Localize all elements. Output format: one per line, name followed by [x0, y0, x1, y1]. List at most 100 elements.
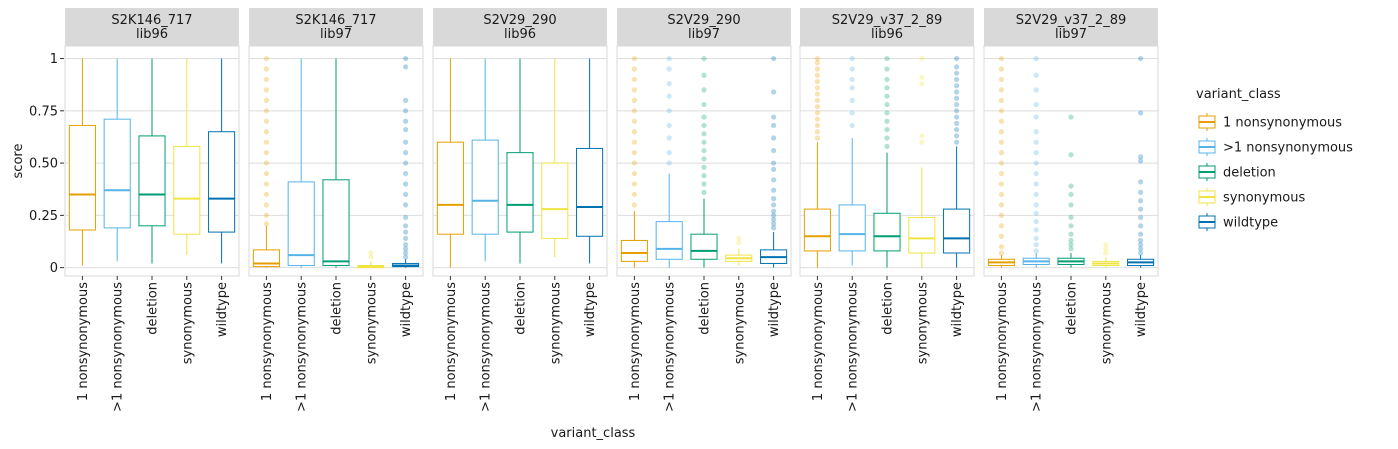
outlier-point	[1138, 154, 1144, 160]
outlier-point	[998, 139, 1005, 145]
outlier-point	[998, 118, 1005, 124]
outlier-point	[771, 135, 777, 141]
outlier-point	[1068, 114, 1074, 120]
x-tick-label: 1 nonsynonymous	[811, 282, 826, 401]
outlier-point	[1033, 150, 1039, 156]
outlier-point	[919, 81, 925, 87]
outlier-point	[884, 127, 890, 133]
outlier-point	[849, 76, 855, 83]
outlier-point	[1033, 227, 1039, 233]
box-synonymous	[541, 58, 569, 258]
outlier-point	[884, 110, 890, 116]
outlier-point	[1068, 214, 1074, 221]
outlier-point	[368, 254, 374, 260]
outlier-point	[403, 250, 409, 256]
outlier-point	[403, 118, 409, 124]
box-synonymous	[725, 235, 753, 266]
outlier-point	[998, 181, 1005, 187]
y-tick-label: 0.25	[29, 209, 58, 224]
outlier-point	[631, 129, 638, 135]
outlier-point	[771, 89, 777, 95]
outlier-point	[1033, 235, 1039, 241]
outlier-point	[403, 202, 409, 208]
box-wildtype	[392, 55, 420, 268]
x-tick-label: wildtype	[399, 282, 414, 337]
box-synonymous	[1092, 242, 1120, 268]
iqr-box	[908, 216, 936, 254]
iqr-box	[103, 118, 131, 229]
x-tick-label: wildtype	[950, 282, 965, 337]
x-tick-label: >1 nonsynonymous	[295, 282, 310, 412]
outlier-point	[814, 85, 821, 91]
outlier-point	[771, 187, 777, 193]
outlier-point	[814, 116, 821, 122]
iqr-box	[690, 233, 718, 260]
outlier-point	[403, 160, 409, 166]
outlier-point	[771, 208, 777, 214]
outlier-point	[771, 166, 777, 172]
outlier-point	[884, 66, 890, 72]
outlier-point	[1033, 202, 1039, 208]
outlier-point	[631, 150, 638, 156]
outlier-point	[919, 74, 925, 80]
box-gt1-nonsynonymous	[103, 58, 131, 262]
y-tick-label: 0	[50, 261, 58, 276]
outlier-point	[998, 97, 1005, 103]
outlier-point	[701, 181, 707, 187]
outlier-point	[666, 81, 672, 87]
outlier-point	[631, 139, 638, 145]
x-tick-label: >1 nonsynonymous	[1030, 282, 1045, 412]
outlier-point	[814, 122, 821, 129]
iqr-box	[655, 221, 683, 260]
outlier-point	[814, 55, 821, 62]
outlier-point	[954, 101, 960, 108]
outlier-point	[666, 93, 672, 99]
iqr-box	[541, 162, 569, 239]
outlier-point	[403, 127, 409, 133]
x-tick-label: deletion	[146, 282, 161, 335]
x-tick-label: >1 nonsynonymous	[846, 282, 861, 412]
outlier-point	[954, 83, 960, 89]
legend-label: deletion	[1223, 166, 1276, 181]
facet-title: S2V29_v37_2_89	[1016, 13, 1127, 28]
outlier-point	[631, 170, 638, 177]
y-tick-label: 0.75	[29, 104, 58, 119]
outlier-point	[701, 147, 707, 154]
facet-subtitle: lib97	[320, 27, 352, 42]
outlier-point	[403, 223, 409, 229]
box-1-nonsynonymous	[987, 55, 1015, 268]
iqr-box	[620, 239, 648, 262]
outlier-point	[1138, 189, 1144, 195]
facet-strip	[249, 8, 423, 46]
outlier-point	[403, 97, 409, 103]
outlier-point	[1138, 250, 1144, 256]
x-tick-label: >1 nonsynonymous	[479, 282, 494, 412]
outlier-point	[1033, 72, 1039, 78]
x-tick-label: >1 nonsynonymous	[663, 282, 678, 412]
box-1-nonsynonymous	[803, 55, 831, 268]
outlier-point	[954, 55, 960, 62]
box-deletion	[873, 55, 901, 268]
outlier-point	[403, 246, 409, 252]
outlier-point	[884, 143, 890, 149]
iqr-box	[873, 212, 901, 252]
legend-item-gt1-nonsynonymous: >1 nonsynonymous	[1198, 138, 1353, 156]
outlier-point	[1103, 250, 1109, 256]
outlier-point	[814, 78, 821, 85]
x-tick-label: deletion	[698, 282, 713, 335]
outlier-point	[1068, 191, 1074, 198]
outlier-point	[814, 91, 821, 97]
outlier-point	[919, 133, 925, 139]
facet-subtitle: lib96	[871, 27, 903, 42]
outlier-point	[1033, 191, 1039, 198]
outlier-point	[1138, 198, 1144, 204]
box-deletion	[138, 58, 166, 264]
outlier-point	[403, 181, 409, 187]
outlier-point	[849, 85, 855, 91]
outlier-point	[771, 114, 777, 120]
facet-title: S2V29_v37_2_89	[832, 13, 943, 28]
outlier-point	[403, 235, 409, 241]
outlier-point	[954, 76, 960, 83]
outlier-point	[666, 108, 672, 114]
